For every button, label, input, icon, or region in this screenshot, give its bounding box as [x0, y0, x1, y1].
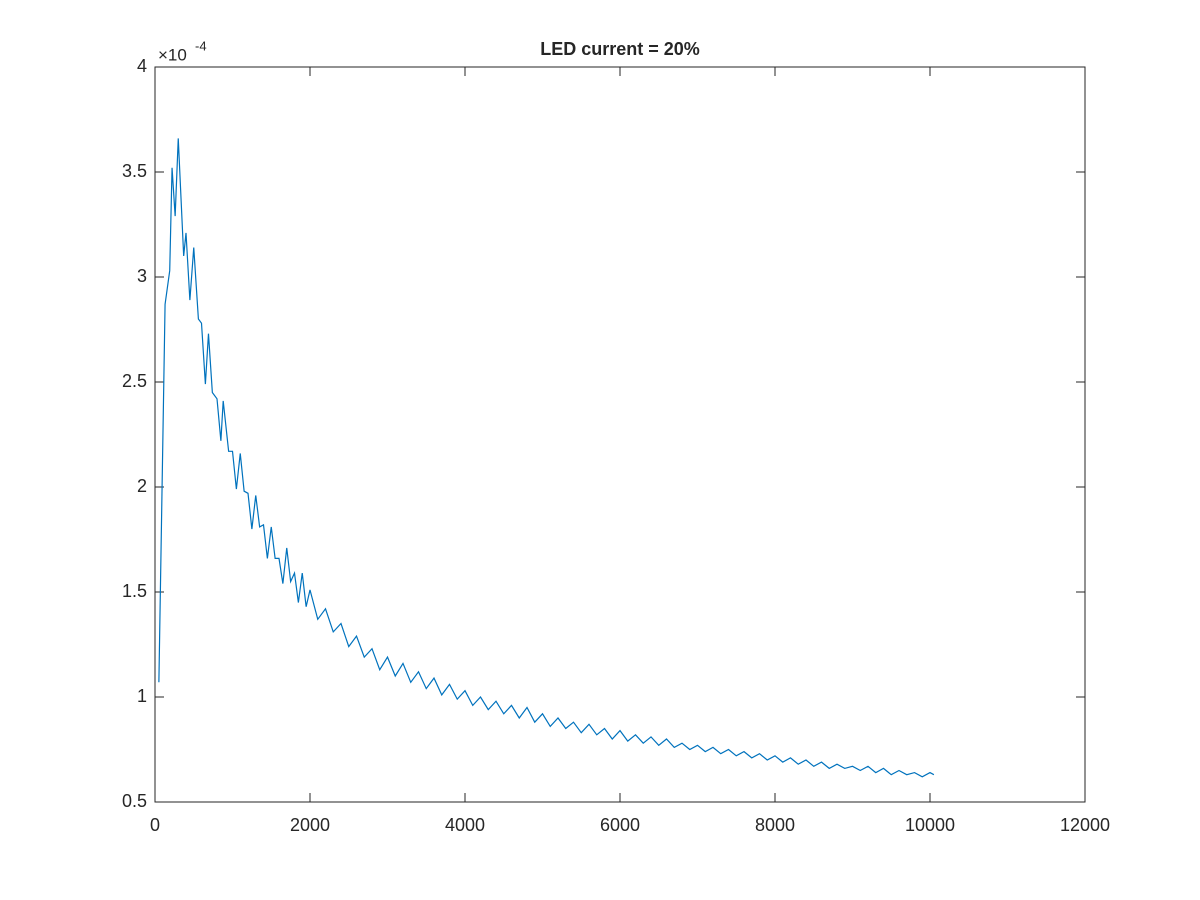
x-tick-label: 0: [150, 815, 160, 835]
chart-title: LED current = 20%: [540, 39, 700, 59]
y-tick-label: 1.5: [122, 581, 147, 601]
y-tick-label: 1: [137, 686, 147, 706]
y-tick-label: 2: [137, 476, 147, 496]
data-line: [158, 138, 935, 778]
y-tick-label: 3: [137, 266, 147, 286]
plot-area: [154, 66, 1086, 803]
y-exponent-power: -4: [195, 38, 207, 53]
x-tick-label: 10000: [905, 815, 955, 835]
x-tick-label: 6000: [600, 815, 640, 835]
x-tick-label: 4000: [445, 815, 485, 835]
x-tick-label: 2000: [290, 815, 330, 835]
y-tick-label: 4: [137, 56, 147, 76]
y-exponent-base: ×10: [158, 45, 187, 64]
y-tick-label: 0.5: [122, 791, 147, 811]
x-tick-label: 8000: [755, 815, 795, 835]
y-tick-label: 2.5: [122, 371, 147, 391]
y-tick-label: 3.5: [122, 161, 147, 181]
x-tick-label: 12000: [1060, 815, 1110, 835]
